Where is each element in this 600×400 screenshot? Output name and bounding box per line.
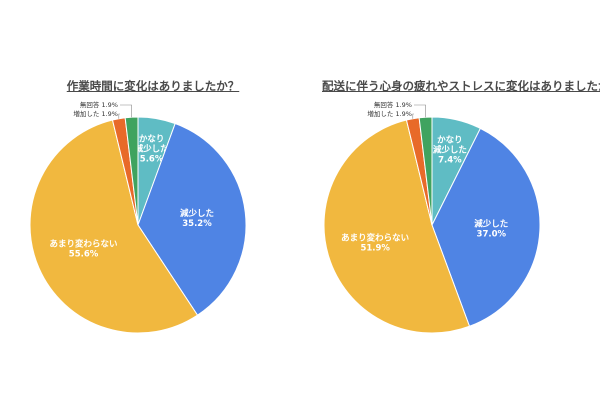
- slice-label-2: あまり変わらない 55.6%: [50, 239, 118, 260]
- slice-label-0: かなり減少した 5.6%: [135, 134, 169, 164]
- pie-slice-2: [29, 119, 199, 334]
- leader-line-4: [414, 104, 426, 118]
- slice-label-3: 増加した 1.9%: [367, 109, 412, 118]
- leader-line-3: [118, 113, 120, 119]
- leader-line-4: [120, 104, 132, 118]
- slice-label-1: 減少した 37.0%: [474, 218, 508, 239]
- pie-slice-1: [137, 122, 247, 316]
- pie-chart: かなり減少した 7.4% 減少した 37.0% あまり変わらない 51.9% 増加した 1.…: [323, 100, 541, 334]
- chart-title: 配送に伴う心身の疲れやストレスに変化はありましたか？: [322, 79, 600, 93]
- slice-label-3: 増加した 1.9%: [73, 109, 118, 118]
- chart-work-time: 作業時間に変化はありましたか？ かなり減少した 5.6% 減少した 35.2% あまり変…: [28, 70, 278, 350]
- pie-slice-2: [323, 119, 471, 334]
- slice-label-1: 減少した 35.2%: [180, 208, 214, 229]
- slice-label-4: 無回答 1.9%: [374, 100, 412, 109]
- pie-slice-1: [431, 127, 541, 327]
- slice-label-4: 無回答 1.9%: [80, 100, 118, 109]
- leader-line-3: [412, 113, 414, 119]
- slice-label-0: かなり減少した 7.4%: [433, 135, 467, 165]
- pie-chart: かなり減少した 5.6% 減少した 35.2% あまり変わらない 55.6% 増加した 1.…: [29, 100, 247, 334]
- slice-label-2: あまり変わらない 51.9%: [341, 232, 409, 253]
- chart-title: 作業時間に変化はありましたか？: [66, 79, 240, 93]
- chart-stress: 配送に伴う心身の疲れやストレスに変化はありましたか？ かなり減少した 7.4% 減少…: [322, 70, 600, 350]
